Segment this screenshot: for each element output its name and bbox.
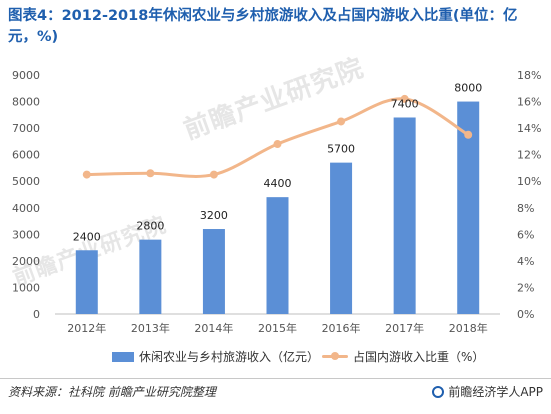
bar (75, 250, 98, 314)
footer-divider (0, 378, 551, 379)
brand-logo-icon (432, 385, 445, 398)
legend-line-label: 占国内游收入比重（%） (353, 350, 485, 364)
right-axis-tick-label: 12% (517, 149, 541, 162)
left-axis-tick-label: 3000 (12, 228, 40, 241)
source-note: 资料来源：社科院 前瞻产业研究院整理 (8, 385, 216, 399)
right-axis-tick-label: 0% (517, 308, 534, 321)
x-axis-tick-label: 2016年 (322, 321, 361, 335)
share-points (82, 94, 473, 179)
x-axis-tick-label: 2014年 (194, 321, 233, 335)
left-axis-tick-label: 8000 (12, 96, 40, 109)
left-axis-tick-label: 4000 (12, 202, 40, 215)
share-point (273, 140, 282, 149)
left-axis-tick-label: 2000 (12, 255, 40, 268)
right-axis-tick-label: 18% (517, 69, 541, 82)
right-axis-tick-label: 16% (517, 96, 541, 109)
right-axis-ticks: 0% 2% 4% 6% 8% 10% 12% 14% 16% 18% (517, 69, 541, 321)
bar (457, 101, 480, 314)
x-axis-tick-label: 2015年 (258, 321, 297, 335)
bar (266, 197, 289, 314)
bar-data-label: 2400 (73, 230, 101, 243)
right-axis-tick-label: 10% (517, 175, 541, 188)
left-axis-tick-label: 1000 (12, 281, 40, 294)
bar-data-label: 7400 (391, 97, 419, 110)
x-axis-tick-label: 2013年 (131, 321, 170, 335)
right-axis-tick-label: 8% (517, 202, 534, 215)
brand: 前瞻经济学人APP (432, 383, 543, 400)
bar-data-label: 2800 (136, 220, 164, 233)
left-axis-ticks: 0 1000 2000 3000 4000 5000 6000 7000 8000 9000 (12, 69, 40, 321)
bar-data-label: 3200 (200, 209, 228, 222)
bar (393, 117, 416, 314)
bar-series (75, 101, 480, 314)
x-axis-ticks: 2012年 2013年 2014年 2015年 2016年 2017年 2018年 (67, 321, 487, 335)
bar (139, 239, 162, 314)
legend-line: 占国内游收入比重（%） (322, 348, 484, 365)
right-axis-tick-label: 14% (517, 122, 541, 135)
right-axis-tick-label: 2% (517, 281, 534, 294)
left-axis-tick-label: 0 (33, 308, 40, 321)
bar-data-label: 8000 (454, 82, 482, 95)
share-point (82, 170, 91, 179)
x-axis-tick-label: 2017年 (385, 321, 424, 335)
share-point (146, 169, 155, 178)
chart-title: 图表4：2012-2018年休闲农业与乡村旅游收入及占国内游收入比重(单位：亿元… (8, 8, 518, 45)
bar (330, 162, 353, 314)
legend-bar-swatch (112, 351, 134, 362)
x-axis-tick-label: 2018年 (449, 321, 488, 335)
brand-name: 前瞻经济学人APP (448, 385, 543, 399)
chart: 0 1000 2000 3000 4000 5000 6000 7000 8000 9000 0%… (12, 69, 541, 335)
bar-data-labels: 2400 2800 3200 4400 5700 7400 8000 (73, 82, 482, 244)
legend-bar: 休闲农业与乡村旅游收入（亿元） (112, 348, 319, 365)
right-axis-tick-label: 4% (517, 255, 534, 268)
legend-line-swatch (322, 352, 348, 360)
left-axis-tick-label: 6000 (12, 149, 40, 162)
bar (202, 229, 225, 314)
share-point (209, 170, 218, 179)
left-axis-tick-label: 7000 (12, 122, 40, 135)
bar-data-label: 4400 (264, 177, 292, 190)
left-axis-tick-label: 9000 (12, 69, 40, 82)
bar-data-label: 5700 (327, 143, 355, 156)
share-point (337, 117, 346, 126)
legend-bar-label: 休闲农业与乡村旅游收入（亿元） (139, 350, 320, 364)
share-point (464, 130, 473, 139)
x-axis-tick-label: 2012年 (67, 321, 106, 335)
share-point (400, 94, 409, 103)
right-axis-tick-label: 6% (517, 228, 534, 241)
left-axis-tick-label: 5000 (12, 175, 40, 188)
